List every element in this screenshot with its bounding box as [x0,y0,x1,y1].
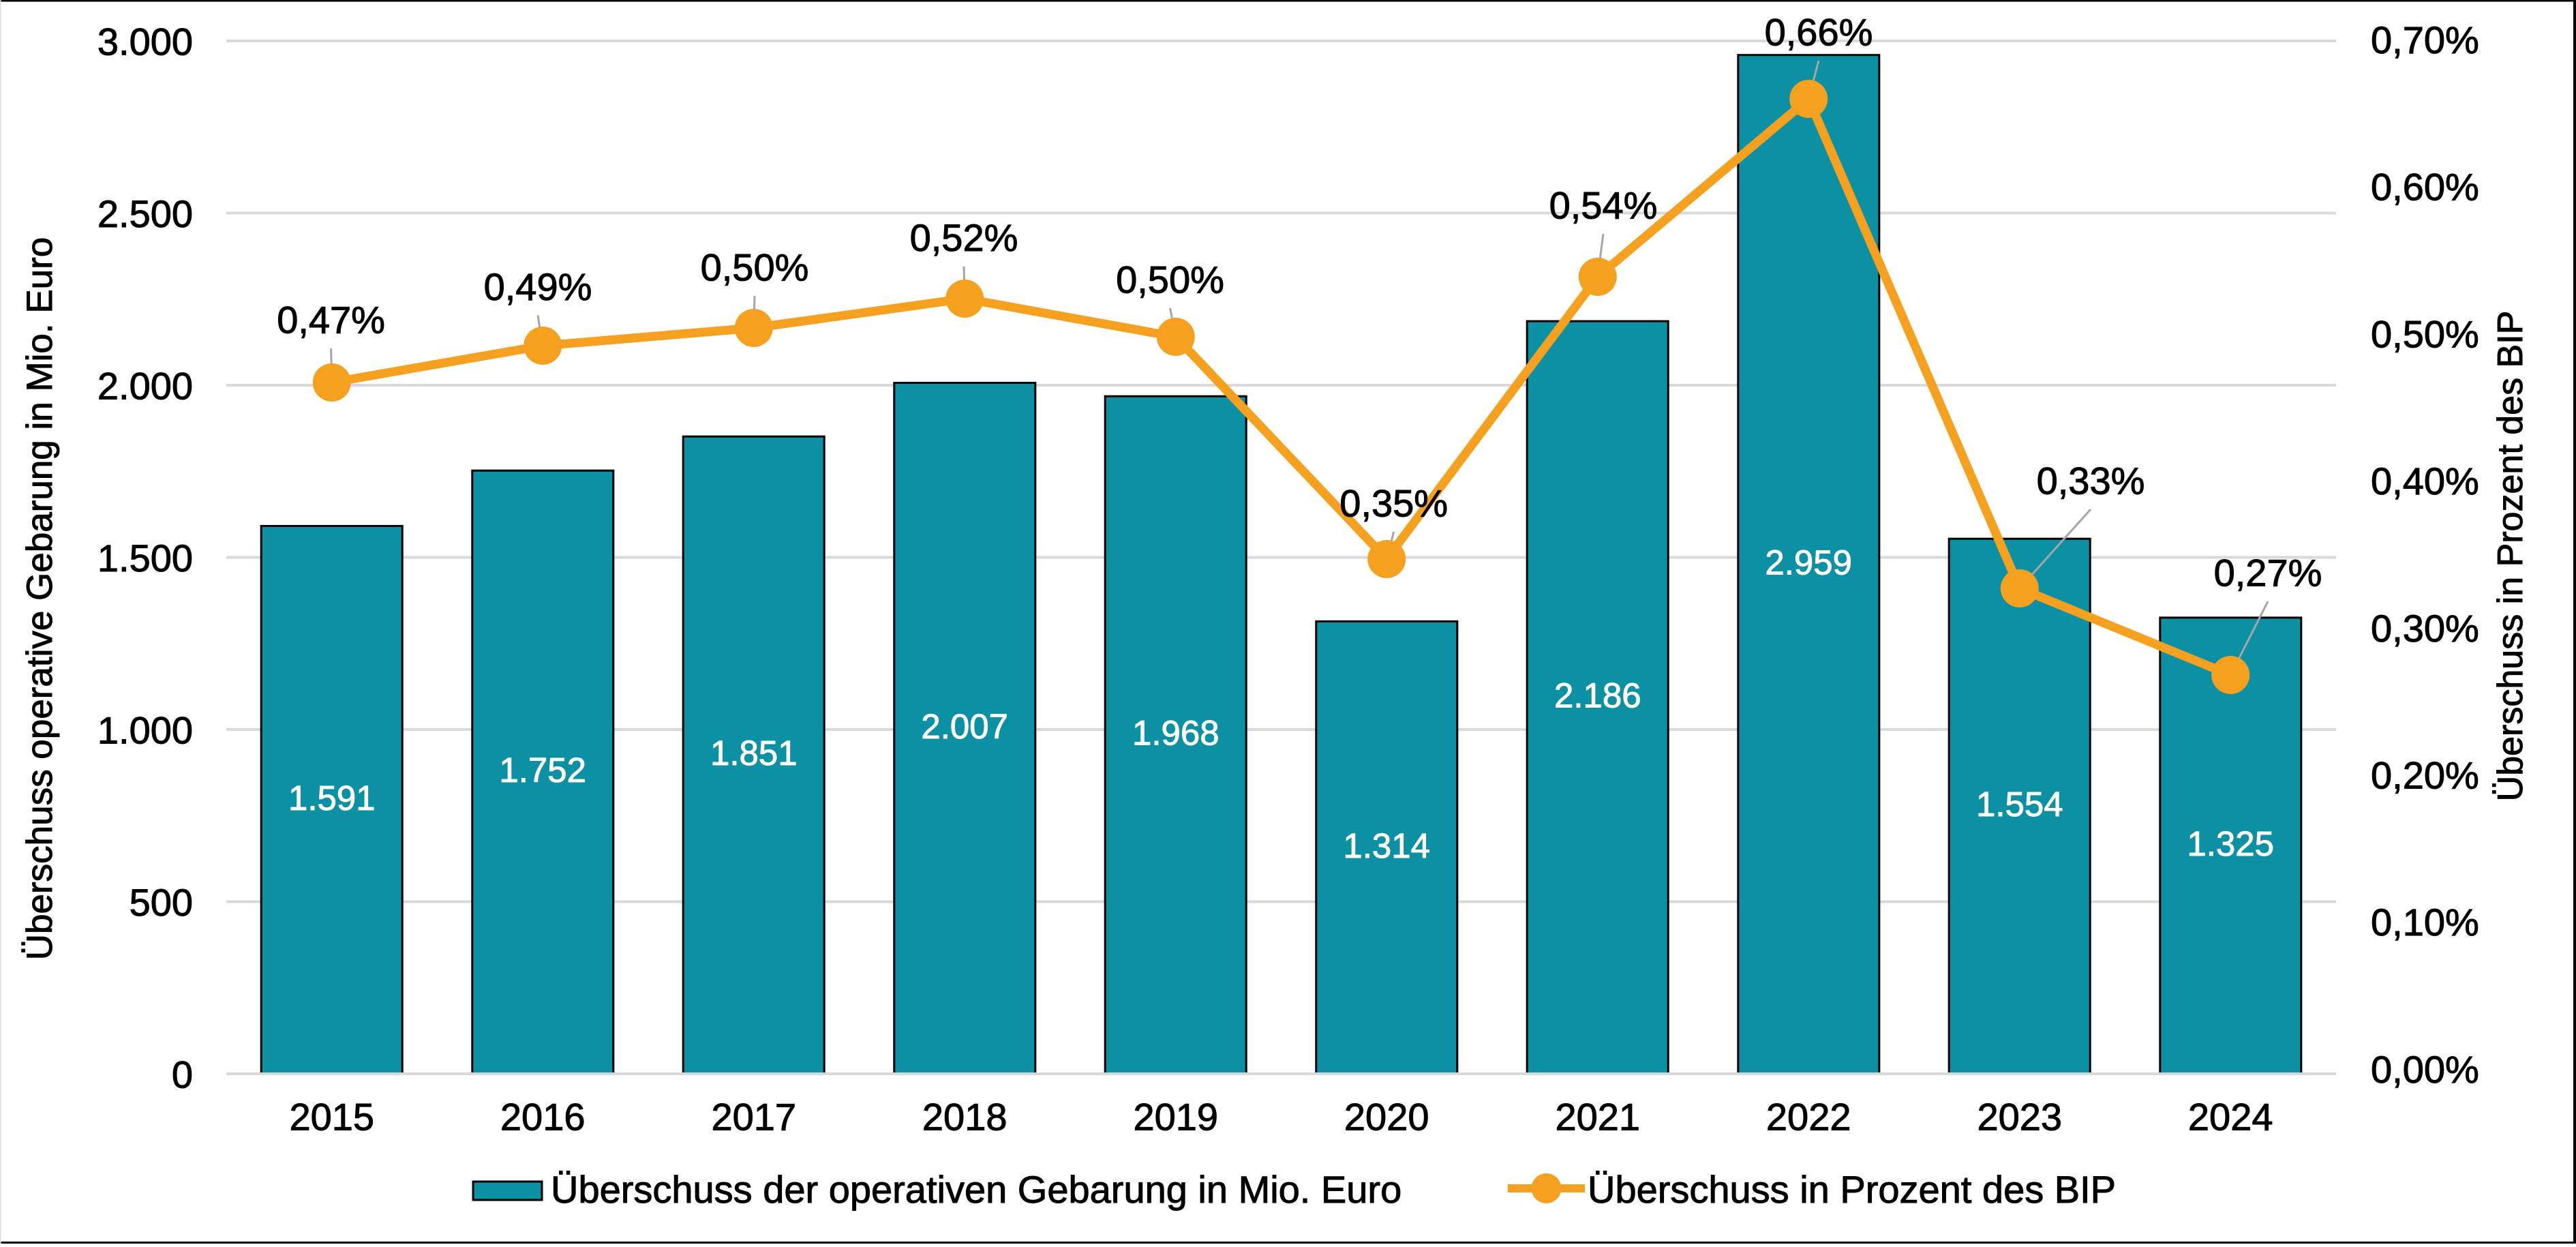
svg-text:2022: 2022 [1766,1095,1851,1138]
svg-text:Überschuss in Prozent des BIP: Überschuss in Prozent des BIP [1588,1168,2116,1211]
svg-text:0,20%: 0,20% [2371,754,2479,797]
svg-text:Überschuss operative Gebarung: Überschuss operative Gebarung in Mio. Eu… [20,237,60,961]
svg-text:2024: 2024 [2188,1095,2273,1138]
svg-text:Überschuss der operativen Geba: Überschuss der operativen Gebarung in Mi… [551,1168,1401,1211]
svg-text:0,54%: 0,54% [1549,183,1658,226]
svg-text:0,33%: 0,33% [2037,459,2145,502]
svg-text:0,49%: 0,49% [484,265,592,308]
svg-text:1.314: 1.314 [1343,826,1430,865]
svg-text:1.325: 1.325 [2187,824,2274,863]
svg-text:2.959: 2.959 [1765,543,1852,582]
svg-text:3.000: 3.000 [97,20,193,63]
svg-text:2017: 2017 [712,1095,797,1138]
svg-text:1.968: 1.968 [1132,714,1219,753]
svg-text:0,47%: 0,47% [277,298,385,341]
svg-text:2019: 2019 [1134,1095,1219,1138]
svg-text:2.500: 2.500 [97,192,193,235]
svg-text:Überschuss in Prozent des BIP: Überschuss in Prozent des BIP [2491,311,2530,802]
svg-text:2015: 2015 [290,1095,375,1138]
svg-text:500: 500 [130,881,193,924]
svg-text:2.007: 2.007 [921,707,1008,746]
svg-text:1.000: 1.000 [97,708,193,751]
svg-text:0,10%: 0,10% [2371,901,2479,944]
svg-text:0,35%: 0,35% [1339,481,1448,524]
svg-text:0: 0 [172,1053,193,1096]
svg-text:1.554: 1.554 [1976,785,2063,824]
svg-text:0,52%: 0,52% [910,216,1018,259]
svg-text:0,50%: 0,50% [2371,312,2479,355]
svg-text:0,40%: 0,40% [2371,460,2479,502]
svg-text:1.851: 1.851 [710,734,798,772]
svg-text:2.000: 2.000 [97,364,193,407]
svg-text:0,60%: 0,60% [2371,166,2479,209]
svg-text:2016: 2016 [500,1095,586,1138]
svg-text:2023: 2023 [1978,1095,2063,1138]
svg-text:0,30%: 0,30% [2371,607,2479,650]
svg-text:0,00%: 0,00% [2371,1048,2479,1091]
svg-text:2.186: 2.186 [1554,676,1641,715]
svg-text:0,66%: 0,66% [1765,10,1873,53]
svg-text:1.591: 1.591 [288,779,376,817]
svg-text:0,50%: 0,50% [1116,258,1224,301]
svg-text:2018: 2018 [922,1095,1007,1138]
svg-text:1.500: 1.500 [97,537,193,580]
svg-text:2020: 2020 [1344,1095,1429,1138]
svg-text:2021: 2021 [1556,1095,1641,1138]
svg-text:0,50%: 0,50% [701,245,809,288]
svg-text:0,27%: 0,27% [2214,551,2322,594]
svg-text:1.752: 1.752 [499,751,586,790]
svg-text:0,70%: 0,70% [2371,18,2479,61]
